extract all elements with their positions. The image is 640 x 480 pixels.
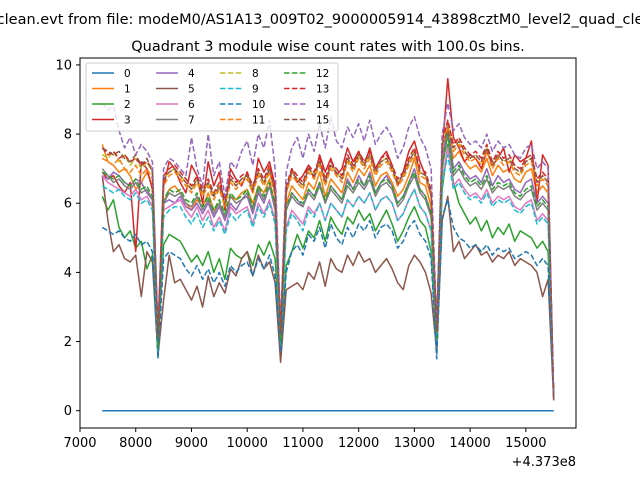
series-line-11 [101, 126, 555, 397]
figure-suptitle: Quad_clean.evt from file: modeM0/AS1A13_… [0, 12, 640, 28]
legend-label-7: 7 [188, 115, 195, 127]
chart-title: Quadrant 3 module wise count rates with … [131, 39, 525, 55]
legend-label-6: 6 [188, 99, 195, 111]
legend-label-12: 12 [316, 68, 329, 80]
legend-label-2: 2 [124, 99, 131, 111]
y-tick-label: 0 [64, 404, 72, 419]
x-tick-label: 9000 [175, 436, 208, 451]
x-tick-label: 7000 [63, 436, 96, 451]
y-tick-label: 4 [64, 266, 72, 281]
series-line-7 [101, 133, 555, 397]
legend-label-9: 9 [252, 84, 259, 96]
legend-box [85, 62, 339, 132]
series-line-5 [101, 175, 555, 401]
plot-frame [79, 57, 577, 429]
series-line-14 [101, 102, 555, 397]
legend-label-14: 14 [316, 99, 330, 111]
series-line-2 [101, 143, 555, 397]
y-axis: 0 2 4 6 8 10 [55, 58, 80, 419]
legend-label-10: 10 [252, 99, 265, 111]
series-line-12 [101, 133, 555, 397]
series-line-9 [101, 154, 555, 397]
legend-label-0: 0 [124, 68, 131, 80]
legend-label-4: 4 [188, 68, 195, 80]
x-tick-label: 11000 [282, 436, 323, 451]
series-line-10 [101, 199, 555, 397]
series-layer [101, 77, 555, 412]
legend-label-11: 11 [252, 115, 265, 127]
series-line-1 [101, 129, 555, 397]
x-tick-label: 12000 [338, 436, 379, 451]
y-tick-label: 10 [55, 58, 72, 73]
legend-label-13: 13 [316, 84, 329, 96]
x-axis-offset-label: +4.373e8 [512, 455, 576, 470]
y-tick-label: 2 [64, 335, 72, 350]
series-line-13 [101, 119, 555, 397]
x-axis: 7000 8000 9000 10000 11000 12000 13000 14000 150… [63, 428, 547, 451]
x-tick-label: 13000 [394, 436, 435, 451]
legend-label-8: 8 [252, 68, 259, 80]
legend-label-5: 5 [188, 84, 195, 96]
y-tick-label: 8 [64, 128, 72, 143]
legend-label-1: 1 [124, 84, 131, 96]
x-tick-label: 10000 [227, 436, 268, 451]
legend-label-3: 3 [124, 115, 131, 127]
x-tick-label: 14000 [449, 436, 490, 451]
legend-label-15: 15 [316, 115, 329, 127]
y-tick-label: 6 [64, 197, 72, 212]
x-tick-label: 15000 [505, 436, 546, 451]
x-tick-label: 8000 [119, 436, 152, 451]
series-line-15 [101, 129, 555, 397]
